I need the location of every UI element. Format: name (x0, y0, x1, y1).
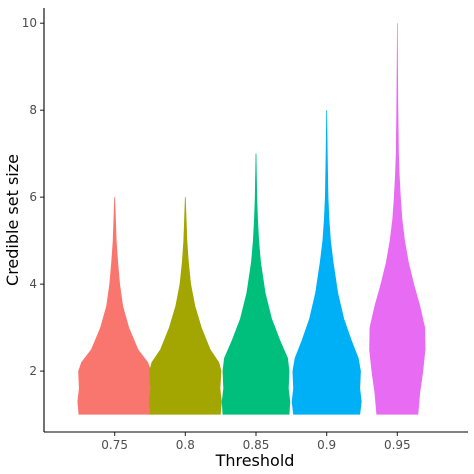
y-tick-label: 10 (22, 16, 37, 30)
y-tick-label: 4 (29, 277, 37, 291)
y-axis-title: Credible set size (3, 154, 22, 286)
violin-0.85 (221, 153, 291, 415)
x-tick-label: 0.8 (176, 438, 195, 452)
y-axis-ticks: 2 4 6 8 10 (22, 16, 44, 378)
y-tick-label: 6 (29, 190, 37, 204)
x-axis-title: Threshold (215, 451, 295, 470)
violin-0.8 (148, 197, 222, 415)
y-tick-label: 8 (29, 103, 37, 117)
violin-0.9 (291, 110, 362, 415)
x-tick-label: 0.85 (243, 438, 270, 452)
x-tick-label: 0.95 (384, 438, 411, 452)
violin-0.95 (369, 23, 426, 415)
x-tick-label: 0.9 (317, 438, 336, 452)
plot-area (77, 23, 426, 415)
x-tick-label: 0.75 (101, 438, 128, 452)
x-axis-ticks: 0.75 0.8 0.85 0.9 0.95 (101, 432, 411, 452)
y-tick-label: 2 (29, 364, 37, 378)
violin-0.75 (77, 197, 152, 415)
